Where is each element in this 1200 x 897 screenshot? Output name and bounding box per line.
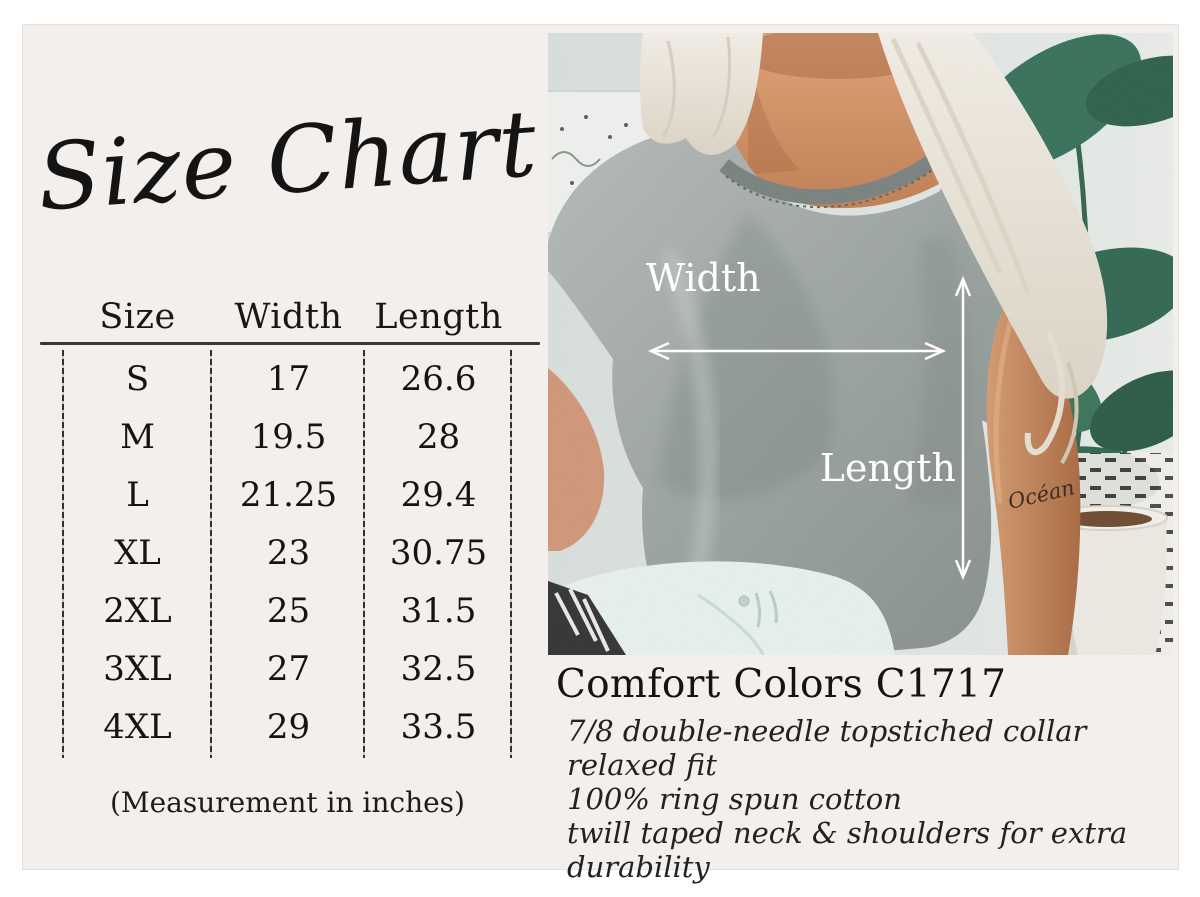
- title-text: Size Chart: [34, 90, 540, 232]
- length-arrowhead-bottom: [954, 559, 972, 581]
- feature-item: 100% ring spun cotton: [567, 782, 902, 816]
- size-table-body: S 17 26.6 M 19.5 28 L 21.25 29.4 XL 23 30.75 2XL 25 31…: [63, 350, 512, 756]
- tshirt-mockup-photo: Océan Width Length: [548, 33, 1173, 655]
- length-arrowhead-top: [954, 275, 972, 297]
- col-header-length: Length: [374, 297, 503, 337]
- feature-list: 7/8 double-needle topstiched collar relax…: [567, 714, 1171, 884]
- length-cell: 30.75: [389, 533, 488, 573]
- feature-item: 7/8 double-needle topstiched collar: [567, 714, 1087, 748]
- width-cell: 17: [266, 359, 311, 399]
- feature-item: twill taped neck & shoulders for extra d…: [567, 816, 1128, 884]
- photo-grain: [548, 33, 1173, 655]
- width-cell: 21.25: [239, 475, 338, 515]
- product-info: Comfort Colors C1717 7/8 double-needle t…: [556, 662, 1171, 884]
- photo-illustration: Océan Width Length: [548, 33, 1173, 655]
- table-header-rule: [40, 342, 540, 345]
- title-graphic: Size Chart: [34, 90, 540, 232]
- col-header-width: Width: [234, 297, 343, 337]
- length-cell: 26.6: [400, 359, 477, 399]
- page-title: Size Chart: [30, 42, 550, 247]
- table-divider: [363, 350, 365, 758]
- size-cell: 3XL: [103, 649, 172, 689]
- width-arrowhead-left: [647, 341, 670, 361]
- size-cell: S: [125, 359, 150, 399]
- feature-item: relaxed fit: [567, 748, 717, 782]
- table-divider: [62, 350, 64, 758]
- length-cell: 29.4: [400, 475, 477, 515]
- size-cell: 4XL: [103, 707, 172, 747]
- size-cell: M: [120, 417, 155, 457]
- width-annotation-label: Width: [646, 256, 761, 300]
- table-divider: [510, 350, 512, 758]
- width-cell: 25: [266, 591, 311, 631]
- measurement-note: (Measurement in inches): [110, 786, 465, 819]
- width-cell: 27: [266, 649, 311, 689]
- size-table-head: Size Width Length: [63, 293, 512, 341]
- width-cell: 23: [266, 533, 311, 573]
- size-cell: 2XL: [103, 591, 172, 631]
- length-cell: 32.5: [400, 649, 477, 689]
- size-cell: L: [126, 475, 149, 515]
- size-cell: XL: [114, 533, 161, 573]
- table-divider: [210, 350, 212, 758]
- col-header-size: Size: [99, 297, 176, 337]
- length-cell: 33.5: [400, 707, 477, 747]
- length-cell: 31.5: [400, 591, 477, 631]
- length-annotation-label: Length: [820, 446, 956, 490]
- length-cell: 28: [416, 417, 461, 457]
- measurement-annotations: Width Length: [646, 256, 972, 581]
- width-cell: 29: [266, 707, 311, 747]
- width-cell: 19.5: [250, 417, 327, 457]
- width-arrowhead-right: [924, 341, 947, 361]
- product-name: Comfort Colors C1717: [556, 662, 1007, 707]
